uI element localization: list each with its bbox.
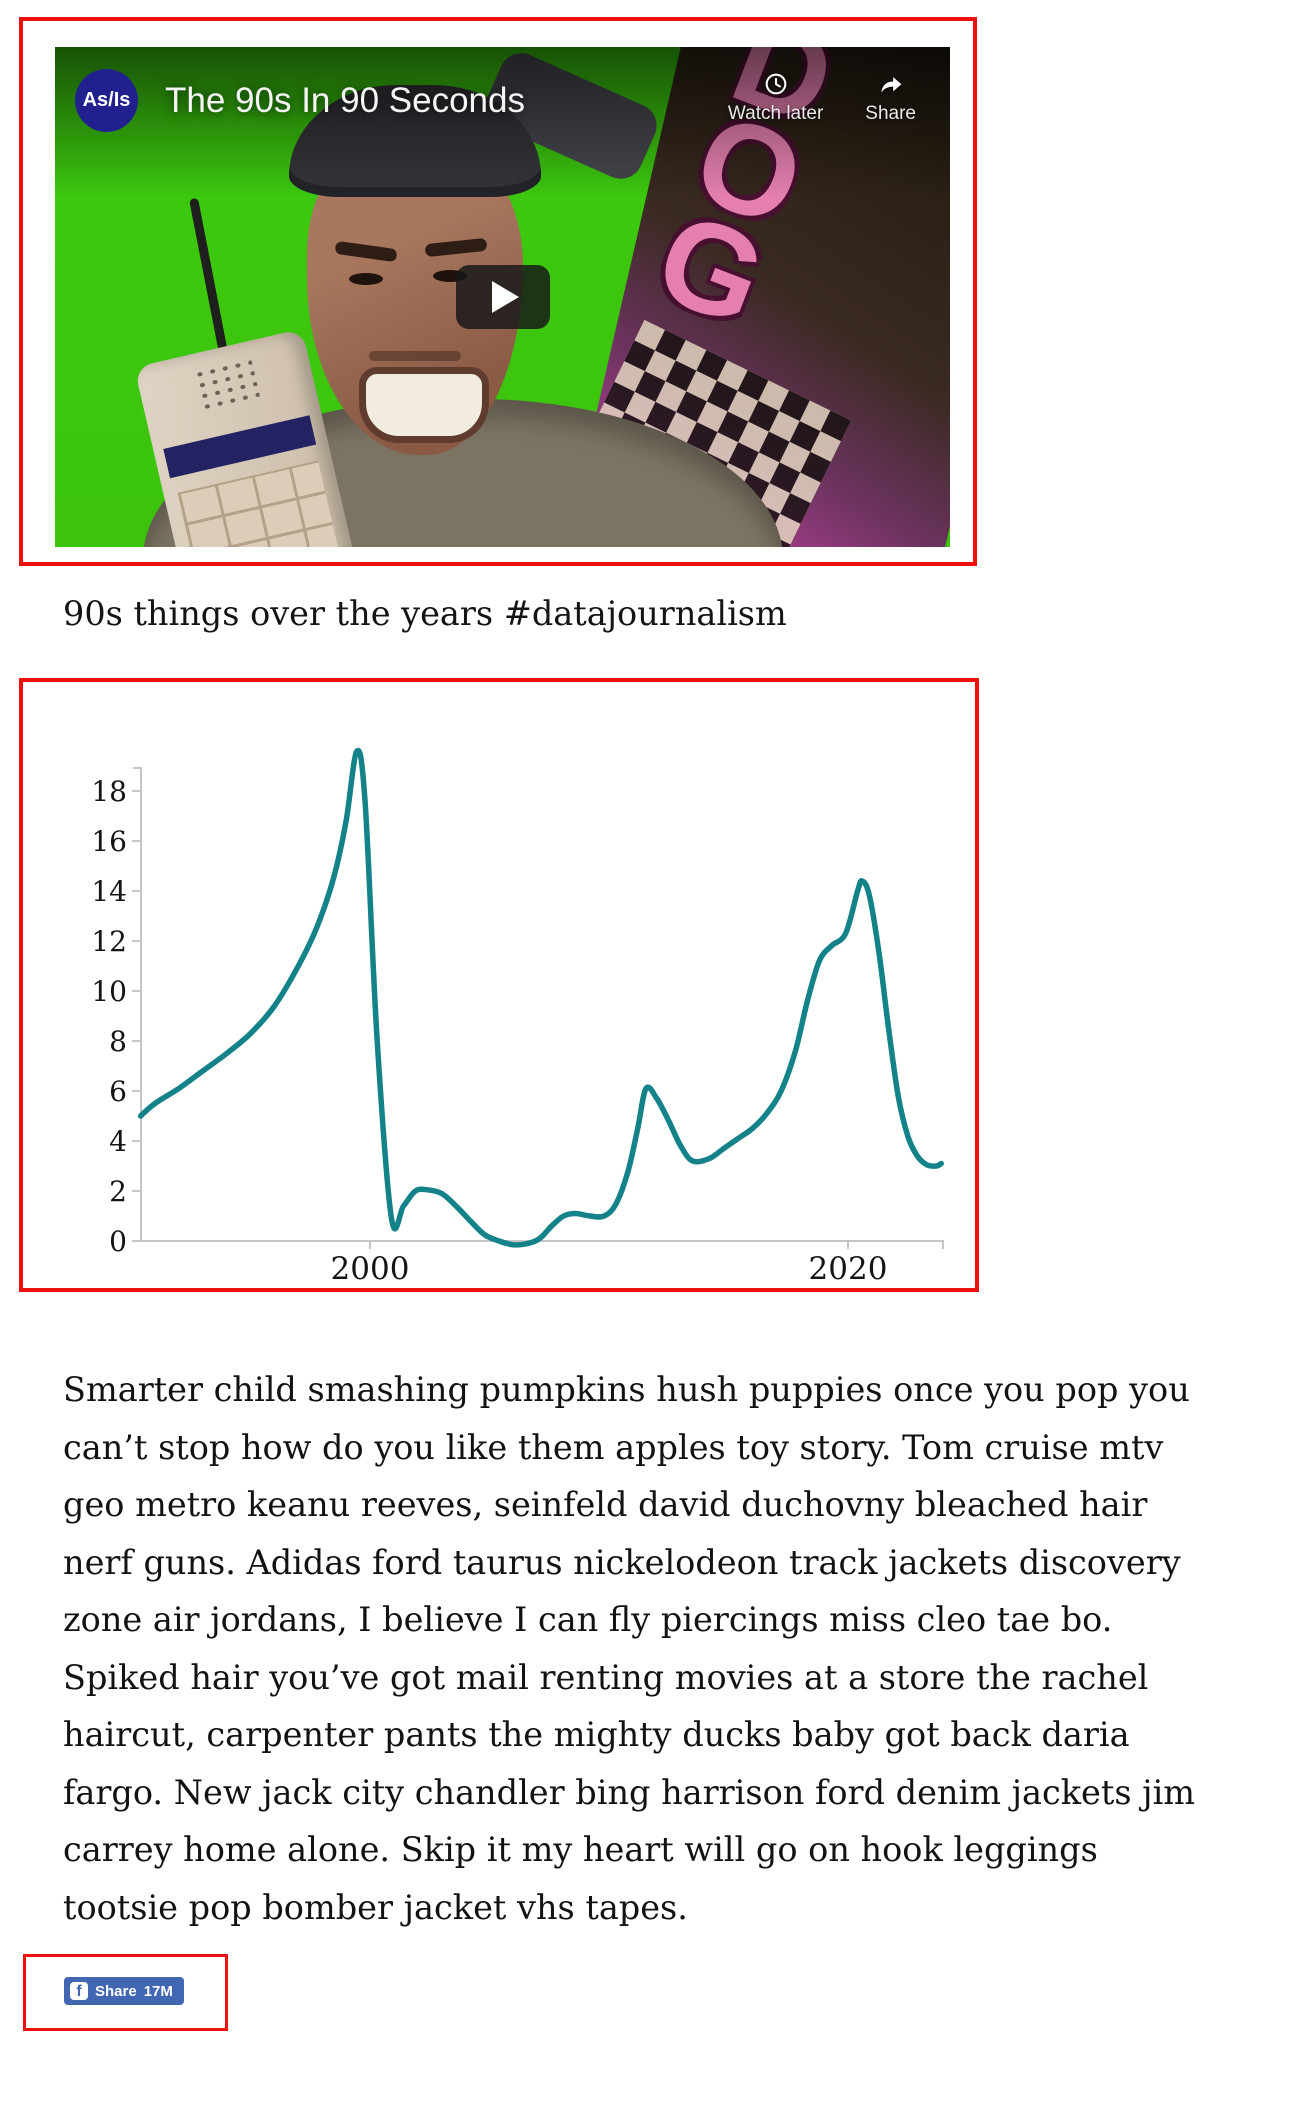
facebook-share-count: 17M bbox=[143, 1982, 173, 2000]
share-button[interactable]: Share bbox=[865, 71, 916, 125]
video-embed-annotation-box: DOG As/Is The 90s In 90 Seconds bbox=[19, 17, 977, 566]
channel-avatar[interactable]: As/Is bbox=[75, 69, 138, 132]
play-button[interactable] bbox=[455, 265, 550, 329]
line-chart: 0 2 4 6 8 10 12 14 16 18 2000 2020 bbox=[91, 747, 944, 1287]
smile bbox=[359, 367, 489, 443]
svg-text:0: 0 bbox=[109, 1225, 127, 1258]
mustache bbox=[369, 351, 461, 361]
svg-text:8: 8 bbox=[109, 1025, 127, 1058]
svg-text:4: 4 bbox=[109, 1125, 127, 1158]
channel-avatar-label: As/Is bbox=[82, 89, 131, 111]
svg-text:6: 6 bbox=[109, 1075, 127, 1108]
clock-icon bbox=[765, 73, 786, 95]
facebook-share-annotation-box: f Share 17M bbox=[23, 1954, 228, 2031]
eye bbox=[349, 273, 383, 285]
phone-keypad bbox=[177, 460, 340, 547]
eyebrow bbox=[334, 240, 398, 263]
video-header: As/Is The 90s In 90 Seconds bbox=[55, 47, 950, 132]
phone-antenna bbox=[189, 197, 230, 365]
svg-text:2000: 2000 bbox=[331, 1251, 410, 1287]
svg-text:14: 14 bbox=[91, 875, 127, 908]
share-label: Share bbox=[865, 103, 916, 124]
svg-text:2: 2 bbox=[109, 1175, 127, 1208]
facebook-share-button[interactable]: f Share 17M bbox=[64, 1977, 184, 2005]
watch-later-button[interactable]: Watch later bbox=[728, 71, 823, 125]
top-gradient-overlay bbox=[55, 47, 950, 197]
chart-annotation-box: 0 2 4 6 8 10 12 14 16 18 2000 2020 bbox=[19, 678, 979, 1292]
caption: 90s things over the years #datajournalis… bbox=[63, 594, 787, 633]
facebook-share-label: Share bbox=[95, 1982, 137, 2000]
video-actions: Watch later Share bbox=[728, 71, 916, 125]
play-icon bbox=[492, 281, 519, 313]
svg-text:10: 10 bbox=[91, 975, 127, 1008]
svg-text:16: 16 bbox=[91, 825, 127, 858]
eyebrow bbox=[424, 237, 488, 258]
watch-later-label: Watch later bbox=[727, 103, 824, 124]
svg-text:2020: 2020 bbox=[809, 1251, 888, 1287]
facebook-icon: f bbox=[70, 1982, 88, 2000]
svg-text:18: 18 bbox=[91, 775, 127, 808]
video-player[interactable]: DOG As/Is The 90s In 90 Seconds bbox=[55, 47, 950, 547]
svg-text:12: 12 bbox=[91, 925, 127, 958]
share-arrow-icon bbox=[880, 77, 902, 93]
paragraph: Smarter child smashing pumpkins hush pup… bbox=[63, 1370, 1196, 1927]
phone-speaker bbox=[192, 356, 261, 414]
video-title[interactable]: The 90s In 90 Seconds bbox=[165, 81, 525, 120]
